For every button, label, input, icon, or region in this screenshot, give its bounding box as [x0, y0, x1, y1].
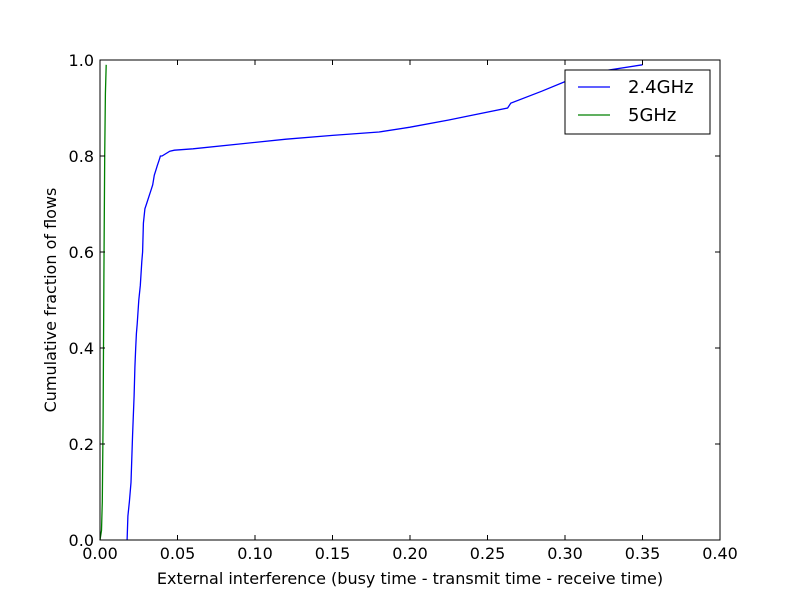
legend-label-2.4ghz: 2.4GHz: [628, 77, 694, 98]
y-axis-label: Cumulative fraction of flows: [41, 188, 60, 413]
legend: 2.4GHz 5GHz: [564, 69, 711, 135]
y-tick-label: 0.2: [69, 435, 94, 454]
x-tick-label: 0.20: [392, 544, 428, 563]
series-line-2.4ghz: [126, 64, 643, 541]
x-tick-label: 0.05: [160, 544, 196, 563]
y-tick-label: 0.0: [69, 531, 94, 550]
x-tick-label: 0.30: [547, 544, 583, 563]
ticks-layer: 0.00 0.05 0.10 0.15 0.20 0.25 0.30 0.35 0.40 0.0 0…: [69, 51, 738, 563]
y-tick-label: 0.4: [69, 339, 94, 358]
y-tick-label: 0.6: [69, 243, 94, 262]
legend-box: [564, 69, 711, 135]
x-axis-label: External interference (busy time - trans…: [157, 569, 663, 588]
y-tick-label: 0.8: [69, 147, 94, 166]
legend-label-5ghz: 5GHz: [628, 105, 676, 126]
x-tick-label: 0.00: [82, 544, 118, 563]
x-tick-label: 0.35: [625, 544, 661, 563]
x-tick-label: 0.25: [470, 544, 506, 563]
x-tick-label: 0.10: [237, 544, 273, 563]
x-tick-label: 0.40: [702, 544, 738, 563]
x-tick-label: 0.15: [315, 544, 351, 563]
y-tick-label: 1.0: [69, 51, 94, 70]
